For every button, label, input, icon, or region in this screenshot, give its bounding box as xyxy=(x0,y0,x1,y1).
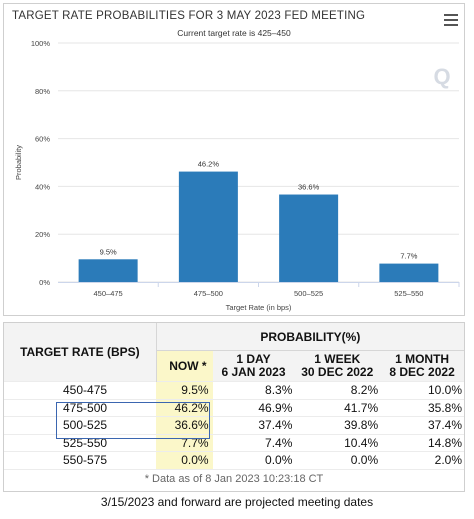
one-day-cell: 0.0% xyxy=(212,451,295,469)
one-week-cell: 8.2% xyxy=(294,381,381,399)
one-month-cell: 14.8% xyxy=(380,433,464,452)
table-row[interactable]: 475-500 46.2% 46.9% 41.7% 35.8% xyxy=(4,398,464,417)
one-month-cell: 35.8% xyxy=(380,398,464,417)
projection-note: 3/15/2023 and forward are projected meet… xyxy=(100,495,374,509)
rate-cell: 450-475 xyxy=(4,381,157,399)
one-day-cell: 46.9% xyxy=(212,398,295,417)
one-month-label: 1 MONTH xyxy=(395,352,450,366)
bar xyxy=(379,263,439,282)
one-day-cell: 37.4% xyxy=(212,416,295,434)
y-axis-title: Probability xyxy=(14,145,23,180)
table-row[interactable]: 450-475 9.5% 8.3% 8.2% 10.0% xyxy=(4,381,464,399)
now-cell: 36.6% xyxy=(156,416,213,434)
now-column-header: NOW * xyxy=(156,350,213,382)
y-tick-label: 80% xyxy=(35,87,50,96)
bar xyxy=(78,259,138,282)
rate-cell: 550-575 xyxy=(4,451,157,469)
one-week-date: 30 DEC 2022 xyxy=(301,365,374,379)
one-day-cell: 8.3% xyxy=(212,381,295,399)
table-row[interactable]: 525-550 7.7% 7.4% 10.4% 14.8% xyxy=(4,433,464,452)
rate-cell: 475-500 xyxy=(4,398,157,417)
hamburger-menu-icon[interactable] xyxy=(444,14,458,26)
now-cell: 46.2% xyxy=(156,398,213,417)
y-tick-label: 0% xyxy=(39,278,50,287)
now-cell: 7.7% xyxy=(156,433,213,452)
one-day-cell: 7.4% xyxy=(212,433,295,452)
bar xyxy=(178,171,238,282)
y-tick-label: 60% xyxy=(35,135,50,144)
target-rate-header: TARGET RATE (BPS) xyxy=(4,323,157,382)
x-tick-label: 475–500 xyxy=(194,289,223,298)
one-week-cell: 0.0% xyxy=(294,451,381,469)
probability-header: PROBABILITY(%) xyxy=(156,323,464,351)
chart-title: TARGET RATE PROBABILITIES FOR 3 MAY 2023… xyxy=(12,10,366,22)
one-month-cell: 10.0% xyxy=(380,381,464,399)
x-axis-title: Target Rate (in bps) xyxy=(226,303,292,312)
bar-data-label: 9.5% xyxy=(100,247,117,256)
one-day-date: 6 JAN 2023 xyxy=(221,365,286,379)
probability-table: TARGET RATE (BPS) PROBABILITY(%) NOW * 1… xyxy=(4,323,464,488)
data-timestamp-footnote: * Data as of 8 Jan 2023 10:23:18 CT xyxy=(4,468,464,488)
one-month-date: 8 DEC 2022 xyxy=(389,365,455,379)
chart-subtitle: Current target rate is 425–450 xyxy=(177,28,291,38)
rate-cell: 525-550 xyxy=(4,433,157,452)
x-tick-label: 500–525 xyxy=(294,289,323,298)
one-week-column-header: 1 WEEK 30 DEC 2022 xyxy=(294,350,381,382)
table-row[interactable]: 500-525 36.6% 37.4% 39.8% 37.4% xyxy=(4,416,464,434)
watermark-logo: Q xyxy=(433,64,450,89)
one-month-column-header: 1 MONTH 8 DEC 2022 xyxy=(380,350,464,382)
table-row[interactable]: 550-575 0.0% 0.0% 0.0% 2.0% xyxy=(4,451,464,469)
x-tick-label: 525–550 xyxy=(394,289,423,298)
one-week-cell: 41.7% xyxy=(294,398,381,417)
chart-panel: Q 0% 20% 40% 60% 80% 100% 9.5% 450–475 46.2% 475–5… xyxy=(3,3,465,316)
rate-cell: 500-525 xyxy=(4,416,157,434)
bar-data-label: 7.7% xyxy=(400,252,417,261)
one-day-column-header: 1 DAY 6 JAN 2023 xyxy=(212,350,295,382)
now-cell: 0.0% xyxy=(156,451,213,469)
x-tick-label: 450–475 xyxy=(94,289,123,298)
bar-data-label: 46.2% xyxy=(198,160,220,169)
one-week-label: 1 WEEK xyxy=(314,352,361,366)
probability-table-panel: TARGET RATE (BPS) PROBABILITY(%) NOW * 1… xyxy=(3,322,465,492)
bar-data-label: 36.6% xyxy=(298,183,320,192)
one-day-label: 1 DAY xyxy=(236,352,271,366)
y-tick-label: 20% xyxy=(35,230,50,239)
bar xyxy=(279,194,339,282)
one-month-cell: 2.0% xyxy=(380,451,464,469)
one-week-cell: 39.8% xyxy=(294,416,381,434)
now-cell: 9.5% xyxy=(156,381,213,399)
y-tick-label: 100% xyxy=(31,39,51,48)
one-week-cell: 10.4% xyxy=(294,433,381,452)
y-tick-label: 40% xyxy=(35,182,50,191)
one-month-cell: 37.4% xyxy=(380,416,464,434)
bar-chart: Q 0% 20% 40% 60% 80% 100% 9.5% 450–475 46.2% 475–5… xyxy=(14,39,460,312)
